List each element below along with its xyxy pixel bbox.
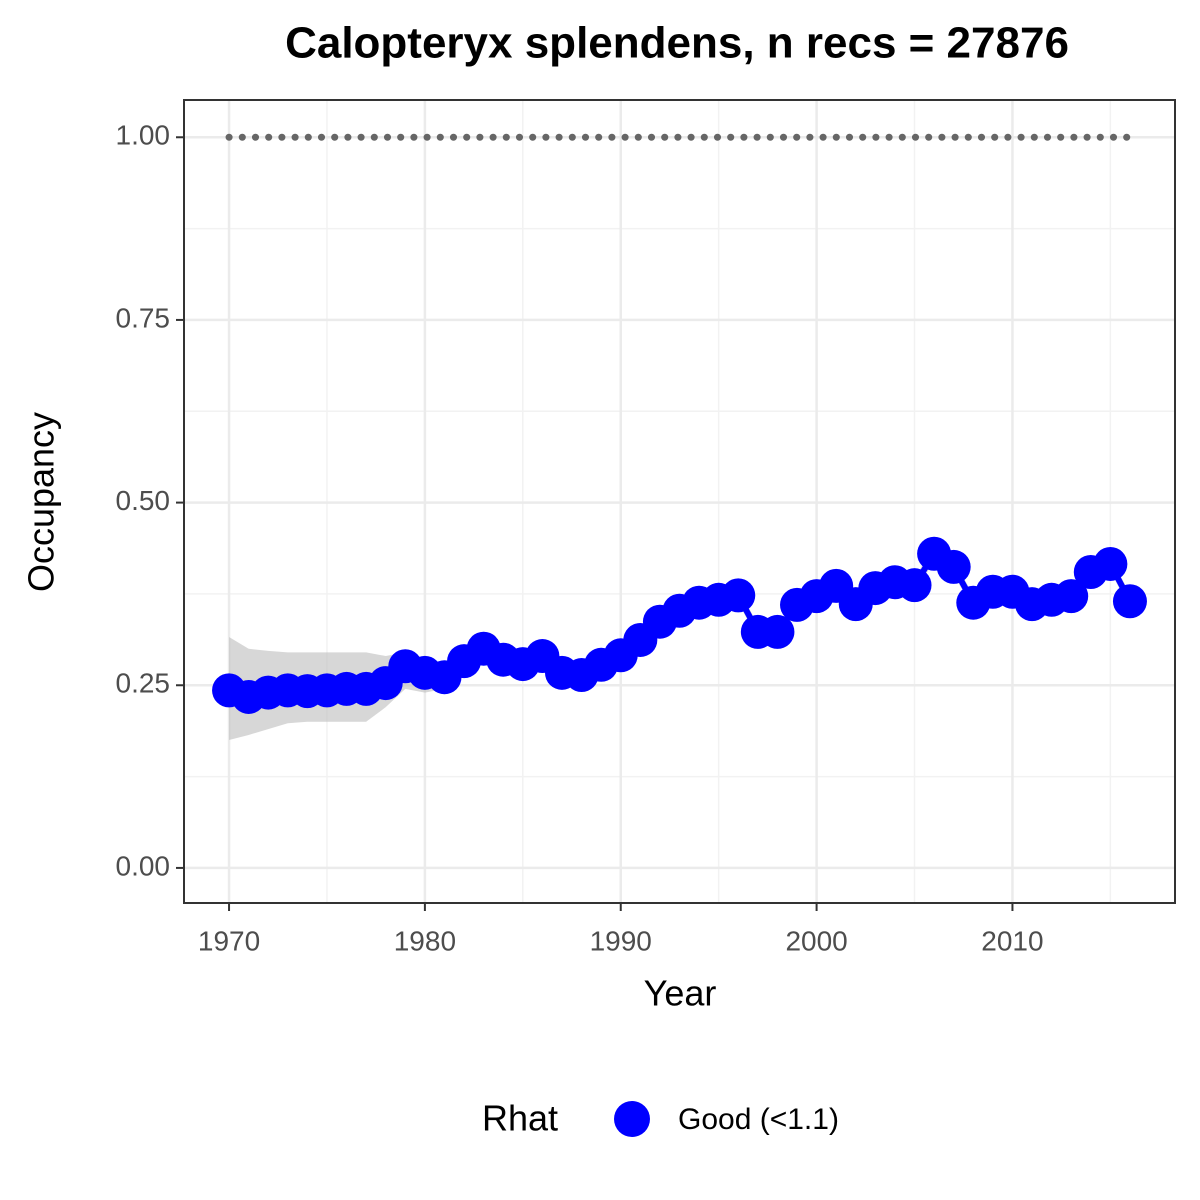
x-axis-label: Year xyxy=(644,973,717,1014)
data-point xyxy=(721,578,756,613)
plot-border xyxy=(183,99,1176,904)
y-tick-label: 0.25 xyxy=(116,668,171,699)
x-tick-label: 2010 xyxy=(981,925,1043,956)
y-tick-label: 0.75 xyxy=(116,302,171,333)
data-point xyxy=(897,568,932,603)
data-point xyxy=(1112,584,1147,619)
data-point xyxy=(760,614,795,649)
y-tick-label: 0.00 xyxy=(116,850,171,881)
x-tick-label: 1970 xyxy=(198,925,260,956)
y-tick-label: 1.00 xyxy=(116,120,171,151)
x-tick-label: 1980 xyxy=(394,925,456,956)
legend-marker xyxy=(614,1101,650,1137)
x-tick-label: 2000 xyxy=(785,925,847,956)
y-tick-label: 0.50 xyxy=(116,485,171,516)
data-point xyxy=(1093,546,1128,581)
data-point xyxy=(936,549,971,584)
legend-title: Rhat xyxy=(482,1098,558,1139)
x-tick-label: 1990 xyxy=(590,925,652,956)
confidence-band xyxy=(229,546,1130,741)
data-point xyxy=(1054,579,1089,614)
y-axis-label: Occupancy xyxy=(21,412,62,592)
chart-title: Calopteryx splendens, n recs = 27876 xyxy=(285,19,1069,68)
legend-label: Good (<1.1) xyxy=(678,1103,839,1136)
